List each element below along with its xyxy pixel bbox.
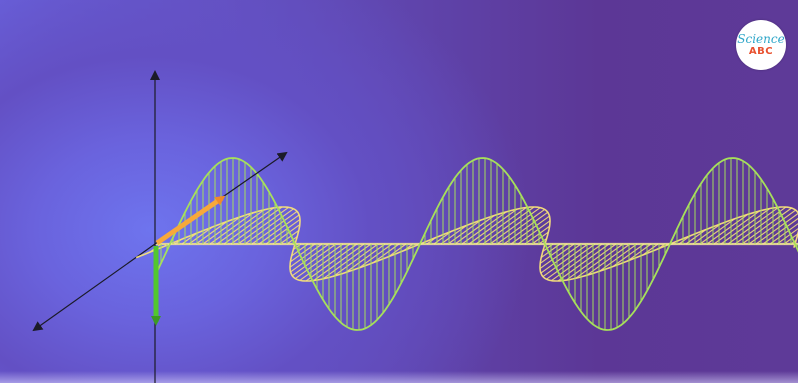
magnetic-wave-hatch — [599, 243, 638, 272]
magnetic-wave-hatch — [557, 243, 610, 282]
logo-text-science: Science — [737, 32, 785, 46]
magnetic-wave-hatch — [748, 209, 797, 245]
magnetic-wave-hatch — [313, 243, 365, 281]
magnetic-wave-hatch — [699, 218, 736, 245]
magnetic-wave-hatch — [475, 207, 527, 245]
magnetic-wave-hatch — [279, 229, 300, 245]
magnetic-wave-hatch — [510, 215, 550, 245]
magnetic-wave-hatch — [440, 224, 468, 245]
magnetic-wave-hatch — [503, 211, 549, 245]
magnetic-field-vector — [155, 195, 226, 246]
magnetic-wave-hatch — [447, 219, 482, 245]
magnetic-wave-hatch — [461, 211, 507, 245]
magnetic-wave-hatch — [776, 228, 798, 245]
magnetic-wave-hatch — [195, 221, 228, 245]
magnetic-wave-hatch — [524, 225, 550, 245]
magnetic-wave-hatch — [358, 243, 393, 269]
magnetic-wave-hatch — [216, 209, 265, 245]
magnetic-wave-hatch — [258, 214, 300, 245]
magnetic-wave-hatch — [531, 231, 549, 245]
magnetic-wave-hatch — [642, 243, 659, 256]
magnetic-wave-hatch — [272, 224, 301, 245]
magnetic-wave-hatch — [762, 217, 798, 245]
electric-wave-curve — [154, 157, 798, 331]
magnetic-wave-hatch — [299, 243, 351, 281]
magnetic-wave-hatch — [265, 218, 301, 245]
magnetic-wave-hatch — [286, 236, 298, 245]
logo-text-abc: ABC — [748, 46, 774, 57]
magnetic-wave-hatch — [223, 207, 275, 245]
depth-axis — [32, 243, 156, 332]
magnetic-wave-hatch — [540, 243, 582, 274]
magnetic-wave-hatch — [706, 213, 749, 245]
electric-field-wave — [154, 157, 798, 331]
magnetic-wave-hatch — [755, 212, 798, 245]
magnetic-wave-hatch — [305, 243, 358, 282]
magnetic-wave-hatch — [720, 208, 771, 245]
magnetic-wave-hatch — [388, 243, 407, 258]
magnetic-wave-hatch — [209, 212, 254, 245]
science-abc-logo: Science ABC — [736, 20, 786, 70]
magnetic-wave-hatch — [468, 208, 518, 245]
magnetic-wave-hatch — [517, 220, 551, 245]
